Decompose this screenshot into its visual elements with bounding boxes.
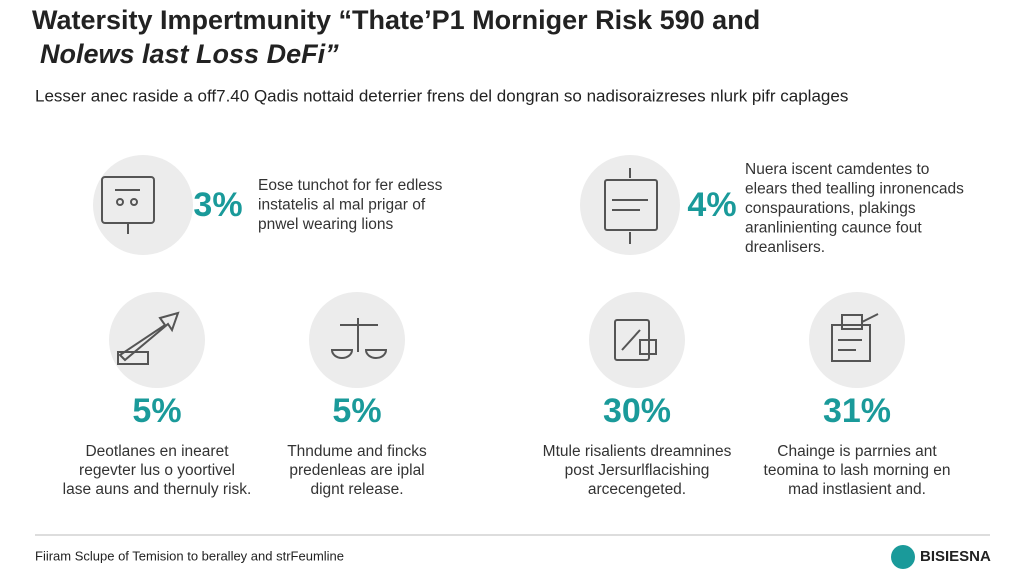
stat-text: Chainge is parrnies ant bbox=[777, 443, 937, 460]
stat-text: Eose tunchot for fer edless bbox=[258, 177, 443, 194]
stat-percent: 5% bbox=[132, 392, 181, 430]
stat-percent: 5% bbox=[332, 392, 381, 430]
logo-text: BISIESNA bbox=[920, 548, 991, 565]
stat-text: arcecengeted. bbox=[588, 481, 686, 498]
stat-text: Mtule risalients dreamnines bbox=[543, 443, 732, 460]
stat-text: elears thed tealling inronencads bbox=[745, 181, 964, 198]
stat-text: post Jersurlflacishing bbox=[565, 462, 710, 479]
stat-text: dreanlisers. bbox=[745, 239, 825, 256]
stat-text: aranlinienting caunce fout bbox=[745, 220, 922, 237]
stat-text: teomina to lash morning en bbox=[764, 462, 951, 479]
subtitle: Lesser anec raside a off7.40 Qadis notta… bbox=[35, 86, 848, 105]
logo-mark bbox=[891, 545, 915, 569]
icon-monitor bbox=[93, 155, 193, 255]
footer-source: Fiiram Sclupe of Temision to beralley an… bbox=[35, 548, 344, 563]
stat-text: regevter lus o yoortivel bbox=[79, 462, 235, 479]
stat-text: dignt release. bbox=[310, 481, 403, 498]
stat-text: Thndume and fincks bbox=[287, 443, 427, 460]
icon-arrow bbox=[109, 292, 205, 388]
icon-scale bbox=[309, 292, 405, 388]
stat-text: Nuera iscent camdentes to bbox=[745, 161, 929, 178]
icon-document bbox=[580, 155, 680, 255]
stat-text: pnwel wearing lions bbox=[258, 216, 394, 233]
stat-text: mad instlasient and. bbox=[788, 481, 926, 498]
stat-percent: 30% bbox=[603, 392, 671, 430]
stat-text: instatelis al mal prigar of bbox=[258, 197, 426, 214]
stat-text: lase auns and thernuly risk. bbox=[63, 481, 252, 498]
icon-tablet bbox=[589, 292, 685, 388]
stat-text: predenleas are iplal bbox=[289, 462, 424, 479]
stat-text: conspaurations, plakings bbox=[745, 200, 916, 217]
title-line: Watersity Impertmunity “Thate’P1 Mornige… bbox=[32, 5, 760, 35]
stat-percent: 4% bbox=[687, 186, 736, 224]
icon-chart bbox=[809, 292, 905, 388]
stat-percent: 3% bbox=[193, 186, 242, 224]
stat-text: Deotlanes en inearet bbox=[85, 443, 229, 460]
title-line: Nolews last Loss DeFi” bbox=[40, 39, 339, 69]
stat-percent: 31% bbox=[823, 392, 891, 430]
